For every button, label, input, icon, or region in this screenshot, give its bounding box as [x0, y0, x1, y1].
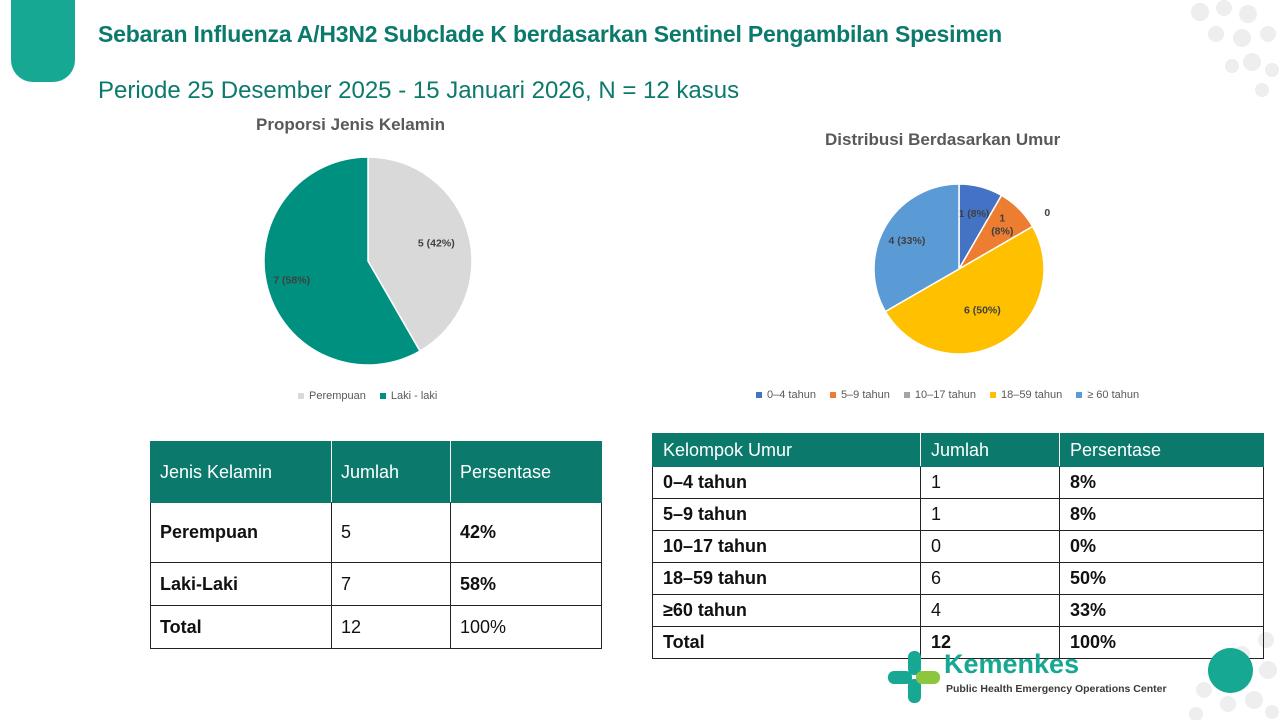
column-header: Jumlah	[331, 441, 451, 503]
data-label: 5 (42%)	[418, 238, 455, 250]
table-cell: Total	[652, 626, 921, 659]
table-cell: 33%	[1059, 594, 1264, 627]
pie-slice	[263, 156, 422, 366]
legend-swatch	[829, 392, 836, 398]
table-row: 5–9 tahun 1 8%	[652, 498, 1264, 531]
table-cell: Total	[150, 605, 332, 649]
age-chart-title: Distribusi Berdasarkan Umur	[825, 130, 1061, 149]
table-cell: 100%	[450, 605, 602, 649]
logo-tagline: Public Health Emergency Operations Cente…	[946, 683, 1167, 695]
legend-item: 0–4 tahun	[756, 389, 816, 401]
table-cell: 50%	[1059, 562, 1264, 595]
legend-label: 0–4 tahun	[767, 389, 816, 401]
table-cell: 7	[331, 562, 451, 606]
legend-item: Perempuan	[298, 390, 366, 402]
legend-label: Perempuan	[309, 390, 366, 402]
legend-item: 18–59 tahun	[990, 389, 1062, 401]
pie-slice	[873, 183, 960, 313]
column-header: Persentase	[450, 441, 602, 503]
column-header: Jenis Kelamin	[150, 441, 332, 503]
legend-label: ≥ 60 tahun	[1087, 389, 1140, 401]
legend-item: 10–17 tahun	[903, 389, 977, 401]
legend-swatch	[298, 393, 304, 399]
table-row: Perempuan 5 42%	[150, 502, 602, 563]
page-subtitle: Periode 25 Desember 2025 - 15 Januari 20…	[98, 77, 740, 104]
table-cell: 12	[920, 626, 1060, 659]
gender-pie-chart: 5 (42%) 7 (58%)	[263, 156, 473, 366]
table-cell: Perempuan	[150, 502, 332, 563]
table-cell: 0–4 tahun	[652, 466, 921, 499]
column-header: Persentase	[1059, 433, 1264, 467]
pie-slice	[884, 225, 1045, 355]
data-label: 1 (8%)	[991, 213, 1013, 238]
kemenkes-logo-icon	[888, 651, 940, 703]
gender-table: Jenis Kelamin Jumlah Persentase Perempua…	[150, 441, 602, 649]
table-row: Laki-Laki 7 58%	[150, 562, 602, 606]
table-header-row: Kelompok Umur Jumlah Persentase	[652, 433, 1264, 467]
table-cell: 4	[920, 594, 1060, 627]
legend-swatch	[1076, 392, 1083, 398]
data-label: 6 (50%)	[964, 304, 1001, 316]
table-cell: 0	[920, 530, 1060, 563]
table-cell: 5	[331, 502, 451, 563]
table-row: Total 12 100%	[150, 605, 602, 649]
gender-chart-legend: Perempuan Laki - laki	[298, 390, 437, 402]
legend-label: 18–59 tahun	[1001, 389, 1063, 401]
data-label: 1 (8%)	[958, 208, 989, 220]
legend-swatch	[903, 392, 910, 398]
column-header: Kelompok Umur	[652, 433, 921, 467]
legend-item: ≥ 60 tahun	[1076, 389, 1139, 401]
table-row: 18–59 tahun 6 50%	[652, 562, 1264, 595]
column-header: Jumlah	[920, 433, 1060, 467]
table-cell: 18–59 tahun	[652, 562, 921, 595]
legend-item: Laki - laki	[379, 390, 438, 402]
page-title: Sebaran Influenza A/H3N2 Subclade K berd…	[98, 21, 1003, 47]
kemenkes-logo: Kemenkes Public Health Emergency Operati…	[886, 649, 1186, 705]
table-cell: 5–9 tahun	[652, 498, 921, 531]
table-cell: 8%	[1059, 498, 1264, 531]
table-header-row: Jenis Kelamin Jumlah Persentase	[150, 441, 602, 503]
table-cell: 58%	[450, 562, 602, 606]
table-cell: 1	[920, 466, 1060, 499]
legend-label: 5–9 tahun	[840, 389, 890, 401]
top-right-pattern	[1191, 0, 1279, 97]
legend-swatch	[756, 392, 762, 398]
age-chart-legend: 0–4 tahun 5–9 tahun 10–17 tahun 18–59 tahun…	[756, 389, 1139, 401]
age-pie-chart: 1 (8%) 1 (8%) 0 6 (50%) 4 (33%)	[873, 183, 1050, 355]
table-cell: 1	[920, 498, 1060, 531]
logo-name: Kemenkes	[944, 649, 1080, 679]
legend-label: 10–17 tahun	[914, 389, 977, 401]
table-cell: Laki-Laki	[150, 562, 332, 606]
table-cell: 42%	[450, 502, 602, 563]
legend-swatch	[990, 392, 997, 398]
table-cell: 12	[331, 605, 451, 649]
header-tab-decoration	[11, 0, 75, 82]
table-cell: 10–17 tahun	[652, 530, 921, 563]
data-label: 0	[1044, 207, 1050, 219]
table-cell: 8%	[1059, 466, 1264, 499]
pie-slice	[367, 156, 473, 353]
table-cell: ≥60 tahun	[652, 594, 921, 627]
table-row: 0–4 tahun 1 8%	[652, 466, 1264, 499]
table-cell: 6	[920, 562, 1060, 595]
gender-chart-title: Proporsi Jenis Kelamin	[256, 115, 445, 134]
data-label: 4 (33%)	[889, 235, 926, 247]
legend-swatch	[379, 393, 386, 399]
decorative-circle	[1208, 648, 1253, 693]
legend-label: Laki - laki	[390, 390, 438, 402]
table-cell: 0%	[1059, 530, 1264, 563]
table-row: 10–17 tahun 0 0%	[652, 530, 1264, 563]
data-label: 7 (58%)	[273, 274, 310, 286]
table-row: ≥60 tahun 4 33%	[652, 594, 1264, 627]
legend-item: 5–9 tahun	[829, 389, 890, 401]
age-table: Kelompok Umur Jumlah Persentase 0–4 tahu…	[652, 433, 1264, 659]
